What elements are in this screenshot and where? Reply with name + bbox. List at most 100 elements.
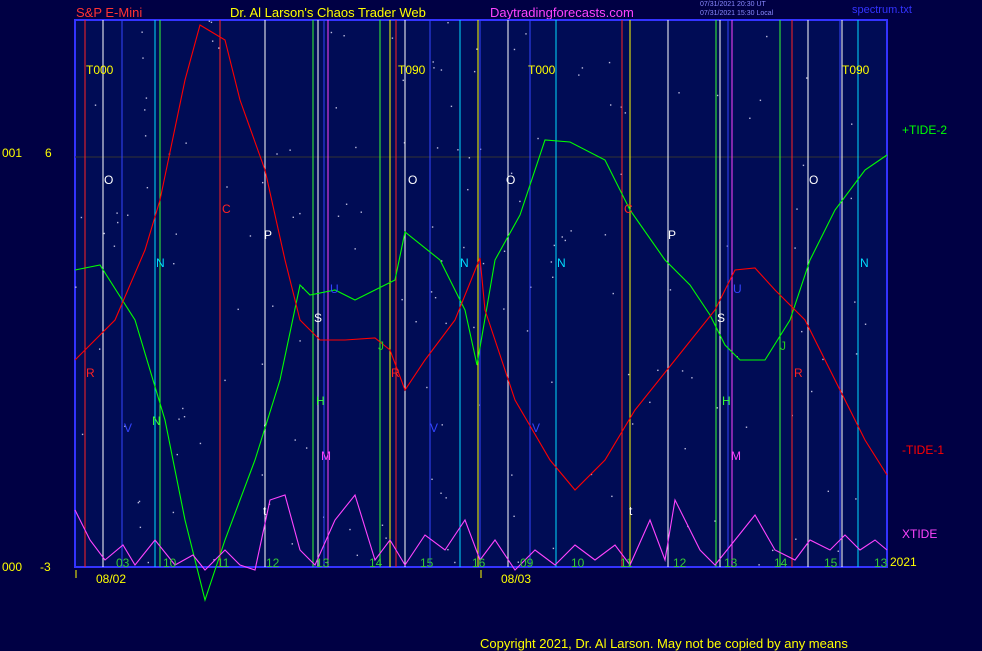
- bg-dot: [552, 547, 555, 550]
- bg-dot: [98, 348, 101, 350]
- bg-dot: [758, 564, 760, 566]
- bg-dot: [185, 142, 187, 144]
- bg-dot: [537, 137, 539, 140]
- cycle-marker-8: C: [222, 202, 231, 216]
- bg-dot: [436, 147, 439, 149]
- bg-dot: [612, 292, 614, 295]
- bg-dot: [681, 370, 684, 372]
- bg-dot: [749, 117, 751, 119]
- bg-dot: [401, 298, 403, 301]
- cycle-marker-26: H: [722, 394, 731, 408]
- cycle-marker-12: N: [156, 256, 165, 270]
- bg-dot: [822, 358, 824, 361]
- bg-dot: [440, 69, 443, 71]
- bg-dot: [262, 181, 264, 184]
- cycle-marker-0: T000: [86, 63, 114, 77]
- bg-dot: [578, 74, 580, 76]
- date-label-1: 08/02: [96, 572, 126, 586]
- bg-dot: [426, 386, 428, 389]
- bg-dot: [631, 423, 634, 425]
- bg-dot: [669, 289, 672, 291]
- cycle-marker-16: R: [86, 366, 95, 380]
- bg-dot: [292, 216, 294, 218]
- cycle-marker-13: N: [460, 256, 469, 270]
- bg-dot: [714, 520, 716, 522]
- bg-dot: [473, 70, 476, 73]
- bg-dot: [337, 215, 340, 217]
- bg-dot: [272, 305, 274, 307]
- bg-dot: [745, 426, 748, 428]
- bg-dot: [454, 561, 456, 564]
- x-tick-label-2: 11: [217, 556, 230, 570]
- x-tick-label-8: 09: [520, 556, 534, 570]
- bg-dot: [551, 381, 553, 383]
- bg-dot: [356, 554, 359, 557]
- bg-dot: [116, 212, 118, 214]
- bg-dot: [144, 109, 146, 111]
- bg-dot: [434, 296, 437, 299]
- bg-dot: [294, 439, 296, 441]
- bg-dot: [510, 172, 513, 175]
- cycle-markers: T000 T090 T000 T090 O O O O C C P P N N N N R R R S S U U J J H H M…: [86, 63, 870, 518]
- series-group: [74, 24, 888, 602]
- bg-dot: [649, 401, 651, 404]
- x-tick-label-7: 16: [472, 556, 486, 570]
- bg-dot: [431, 478, 433, 481]
- bg-dot: [381, 524, 384, 526]
- bg-dot: [827, 490, 830, 493]
- bg-dot: [805, 77, 808, 79]
- bg-dot: [467, 188, 469, 191]
- cycle-marker-4: O: [104, 173, 113, 187]
- bg-dot: [355, 146, 357, 149]
- cycle-marker-28: M: [731, 449, 741, 463]
- bg-dot: [354, 248, 356, 250]
- bg-dot: [517, 561, 520, 563]
- bg-dot: [624, 112, 627, 114]
- bg-dot: [440, 260, 443, 262]
- bg-dot: [794, 247, 796, 249]
- site-name[interactable]: Daytradingforecasts.com: [490, 5, 634, 20]
- plot-area: [74, 19, 888, 568]
- bg-dot: [117, 221, 119, 224]
- series-line-1: [74, 24, 888, 491]
- bg-dot: [513, 515, 515, 518]
- bg-dot: [391, 37, 394, 39]
- bg-dot: [476, 48, 478, 50]
- bg-dot: [553, 244, 556, 247]
- bg-dot: [851, 123, 853, 125]
- bg-dot: [237, 308, 239, 311]
- x-tick-label-15: 13: [874, 556, 888, 570]
- bg-dot: [199, 442, 202, 445]
- series-line-0: [74, 139, 888, 602]
- y-tick-left-top: 001: [2, 146, 22, 160]
- bg-dot: [137, 501, 140, 504]
- bg-dot: [103, 232, 105, 235]
- bg-dot: [450, 105, 453, 108]
- cycle-marker-18: R: [794, 366, 803, 380]
- bg-dot: [213, 559, 215, 561]
- bg-dot: [684, 447, 686, 450]
- bg-dot: [360, 211, 362, 213]
- bg-dot: [345, 203, 348, 205]
- cycle-lines: [84, 20, 859, 567]
- bg-dot: [224, 379, 226, 382]
- bg-dot: [433, 67, 435, 69]
- bg-dot: [766, 35, 768, 38]
- series-line-2: [74, 493, 888, 571]
- bg-dot: [552, 276, 554, 278]
- bg-dot: [218, 47, 220, 49]
- bg-dot: [463, 246, 465, 249]
- bg-dot: [226, 186, 228, 188]
- bg-dot: [176, 453, 178, 456]
- bg-dot: [183, 415, 186, 418]
- x-tick-label-10: 11: [620, 556, 633, 570]
- cycle-marker-1: T090: [398, 63, 426, 77]
- bg-dot: [440, 492, 442, 494]
- bg-dot: [142, 57, 144, 59]
- bg-dot: [178, 418, 180, 420]
- bg-dot: [415, 321, 417, 323]
- bg-dot: [837, 550, 839, 552]
- bg-dot: [620, 106, 623, 108]
- x-tick-label-13: 14: [774, 556, 788, 570]
- cycle-marker-11: P: [668, 228, 676, 242]
